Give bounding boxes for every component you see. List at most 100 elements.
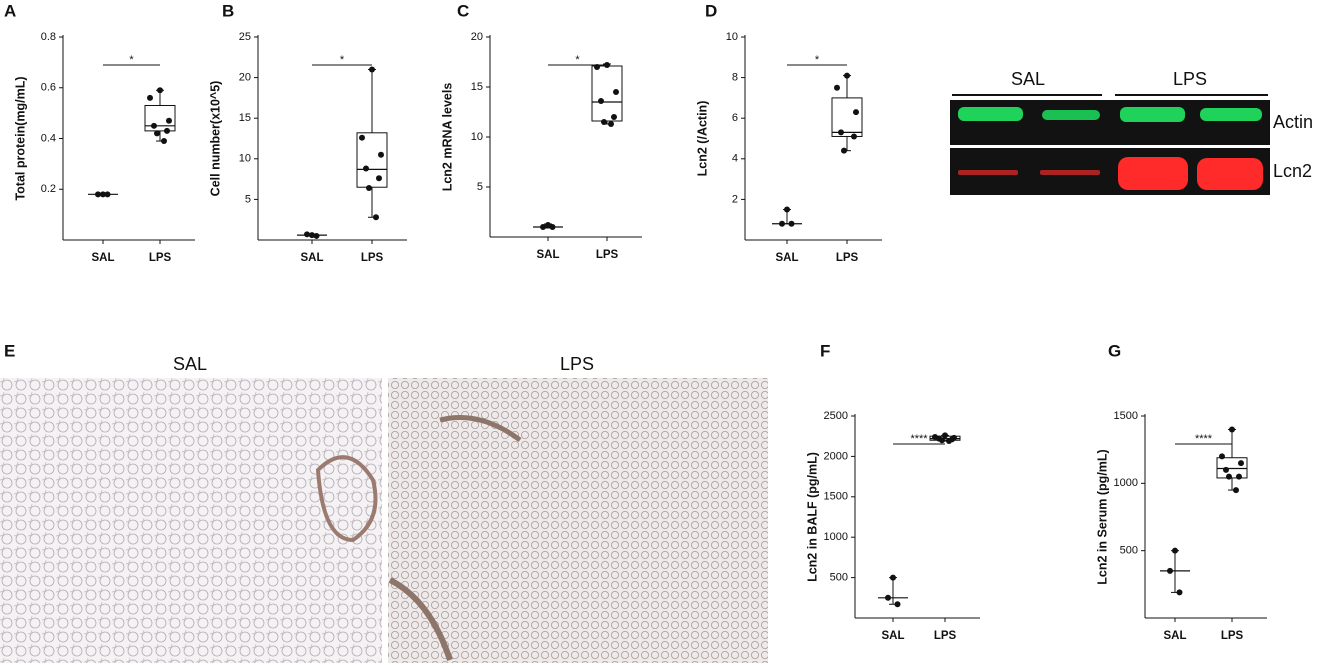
y-tick-label: 4 [732,153,738,165]
y-axis-label: Lcn2 (/Actin) [695,101,709,177]
data-point [373,214,379,221]
y-tick-label: 2500 [824,410,848,422]
y-tick-label: 2 [732,193,738,205]
data-point [838,129,844,136]
data-point [304,231,310,238]
x-tick-label: LPS [596,249,619,261]
histology-image [0,378,382,663]
blot-band-label: Lcn2 [1273,161,1312,181]
data-point [1176,589,1183,596]
x-tick-label: SAL [92,252,115,264]
data-point [613,89,619,95]
y-tick-label: 0.4 [41,132,56,144]
panel-letter: C [457,1,469,20]
significance-label: * [815,54,820,66]
data-point [942,432,948,439]
x-tick-label: LPS [836,252,859,264]
y-tick-label: 0.6 [41,82,56,94]
blot-band-label: Actin [1273,112,1313,132]
data-point [1229,426,1235,433]
data-point [151,122,157,129]
western-blot: SAL LPS Actin Lcn2 [950,69,1313,195]
data-point [1219,453,1225,460]
data-point [313,232,320,239]
data-point [359,134,365,141]
data-point [147,94,153,101]
y-tick-label: 0.2 [41,183,56,195]
blot-band [958,107,1023,121]
data-point [545,222,551,228]
histology-image [388,378,768,663]
significance-label: **** [1195,433,1213,445]
y-tick-label: 2000 [824,450,848,462]
data-point [946,438,952,445]
data-point [885,594,891,601]
data-point [100,191,106,198]
significance-label: * [129,54,134,66]
data-point [608,121,614,127]
panel-letter: F [820,341,830,360]
data-point [779,220,785,227]
panel-letter: A [4,1,16,20]
x-tick-label: LPS [1221,630,1244,642]
data-point [378,151,384,158]
panel-letter: D [705,1,717,20]
y-axis-label: Total protein(mg/mL) [13,76,27,200]
data-point [844,72,850,79]
data-point [540,224,546,230]
data-point [1236,473,1242,480]
data-point [154,130,160,137]
y-tick-label: 0.8 [41,31,56,43]
panel-letter: G [1108,341,1121,360]
box [356,132,388,188]
data-point [161,138,167,145]
blot-band [1040,170,1100,175]
y-tick-label: 20 [239,72,251,84]
y-tick-label: 1000 [1114,477,1138,489]
data-point [1172,547,1178,554]
y-tick-label: 10 [471,131,483,143]
data-point [376,175,382,182]
data-point [598,98,604,104]
data-point [1238,460,1244,467]
data-point [601,119,607,125]
histology-vessel [439,415,522,443]
y-axis-label: Lcn2 in BALF (pg/mL) [805,452,819,582]
significance-label: * [340,54,345,66]
data-point [788,220,795,227]
y-tick-label: 8 [732,72,738,84]
y-tick-label: 6 [732,112,738,124]
blot-band [1042,110,1100,120]
histology-label: LPS [560,354,594,374]
x-tick-label: LPS [934,630,957,642]
data-point [853,109,859,116]
data-point [157,87,163,94]
y-tick-label: 500 [830,572,848,584]
data-point [95,191,101,198]
histology: E SAL LPS [0,341,768,663]
data-point [363,165,369,172]
blot-group-label: SAL [1011,69,1045,89]
data-point [939,437,945,444]
data-point [309,232,315,239]
y-tick-label: 15 [471,81,483,93]
x-tick-label: SAL [776,252,799,264]
data-point [1226,473,1232,480]
data-point [894,601,901,608]
box [144,105,176,132]
panel-letter: B [222,1,234,20]
data-point [369,66,375,73]
y-tick-label: 5 [245,193,251,205]
blot-band [1118,157,1188,190]
histology-vessel [388,577,453,661]
data-point [366,185,372,192]
data-point [166,117,172,124]
y-tick-label: 10 [239,153,251,165]
blot-band [1120,107,1185,122]
y-tick-label: 1000 [824,531,848,543]
x-tick-label: LPS [149,252,172,264]
data-point [1167,567,1173,574]
y-tick-label: 1500 [1114,410,1138,422]
x-tick-label: SAL [882,630,905,642]
